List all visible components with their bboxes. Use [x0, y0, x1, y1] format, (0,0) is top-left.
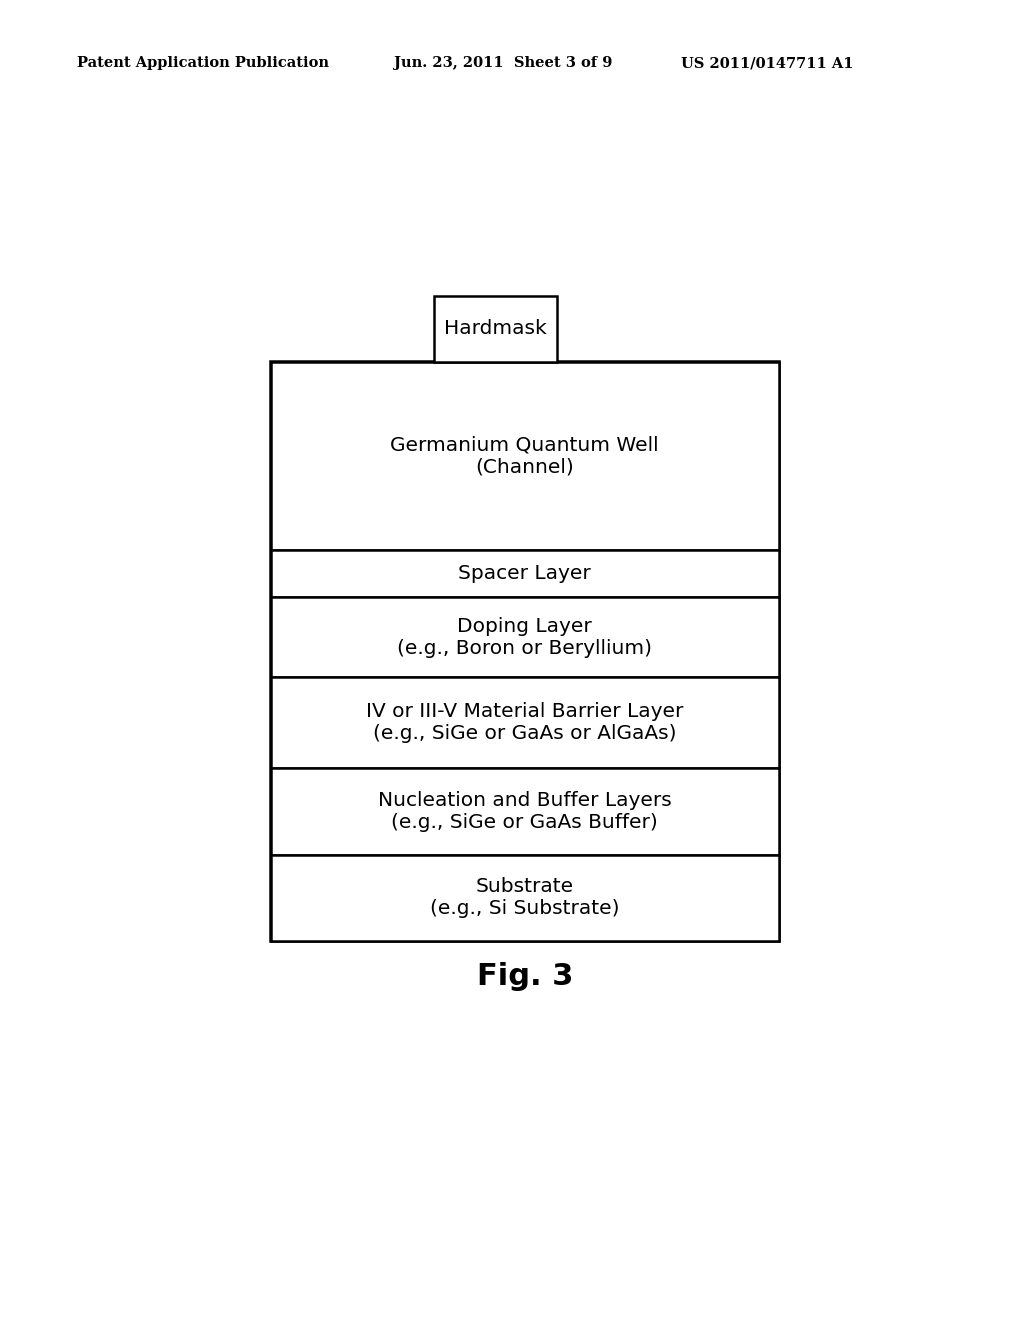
Text: US 2011/0147711 A1: US 2011/0147711 A1 — [681, 57, 853, 70]
Text: Germanium Quantum Well
(Channel): Germanium Quantum Well (Channel) — [390, 436, 659, 477]
Text: IV or III-V Material Barrier Layer
(e.g., SiGe or GaAs or AlGaAs): IV or III-V Material Barrier Layer (e.g.… — [367, 702, 683, 743]
Bar — [270, 549, 779, 598]
Text: Spacer Layer: Spacer Layer — [459, 564, 591, 583]
Bar — [270, 598, 779, 677]
Text: Hardmask: Hardmask — [443, 319, 547, 338]
Text: Nucleation and Buffer Layers
(e.g., SiGe or GaAs Buffer): Nucleation and Buffer Layers (e.g., SiGe… — [378, 791, 672, 832]
Text: Patent Application Publication: Patent Application Publication — [77, 57, 329, 70]
Bar — [270, 768, 779, 854]
Bar — [270, 677, 779, 768]
Bar — [270, 362, 779, 549]
Text: Jun. 23, 2011  Sheet 3 of 9: Jun. 23, 2011 Sheet 3 of 9 — [394, 57, 612, 70]
Text: Doping Layer
(e.g., Boron or Beryllium): Doping Layer (e.g., Boron or Beryllium) — [397, 616, 652, 657]
Text: Fig. 3: Fig. 3 — [476, 962, 573, 991]
Bar — [270, 854, 779, 941]
Bar — [270, 362, 779, 941]
Bar — [433, 296, 557, 362]
Text: Substrate
(e.g., Si Substrate): Substrate (e.g., Si Substrate) — [430, 878, 620, 919]
